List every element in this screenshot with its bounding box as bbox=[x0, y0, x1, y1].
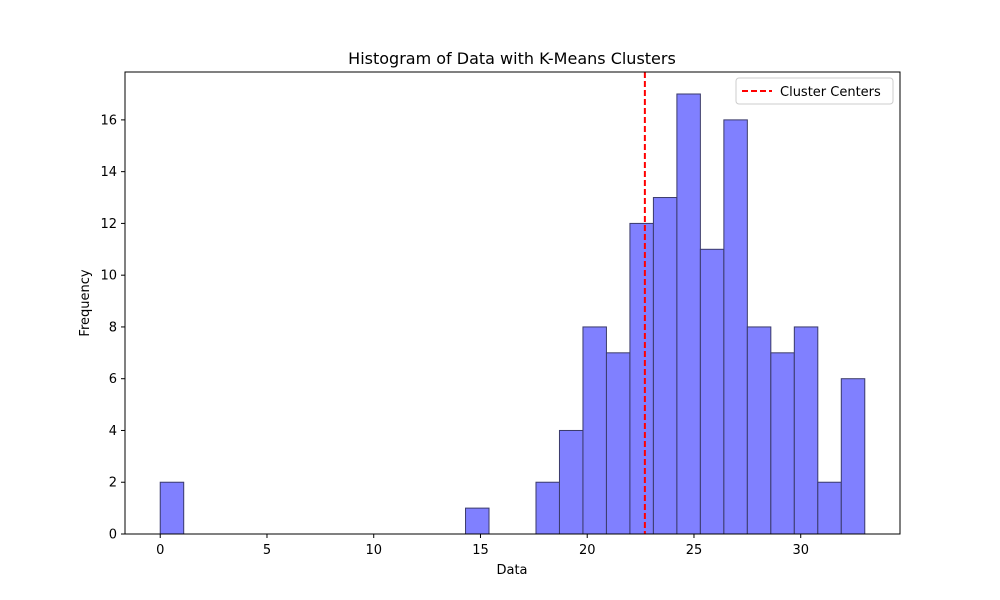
histogram-bar bbox=[817, 481, 842, 535]
histogram-bar bbox=[746, 326, 772, 535]
histogram-bar bbox=[535, 481, 560, 535]
histogram-bar bbox=[770, 352, 795, 535]
y-tick-label: 6 bbox=[109, 372, 117, 387]
histogram-bar bbox=[699, 248, 725, 535]
x-axis-title: Data bbox=[496, 563, 527, 578]
legend-box bbox=[735, 77, 894, 105]
x-tick-label: 5 bbox=[263, 543, 271, 558]
histogram-bar bbox=[652, 197, 678, 535]
histogram-bar bbox=[582, 326, 607, 535]
legend: Cluster Centers bbox=[735, 77, 894, 105]
histogram-bar bbox=[605, 352, 631, 535]
y-tick-label: 14 bbox=[100, 165, 117, 180]
y-tick-label: 16 bbox=[100, 113, 117, 128]
histogram-bar bbox=[159, 481, 185, 535]
x-tick-label: 15 bbox=[472, 543, 489, 558]
chart-title: Histogram of Data with K-Means Clusters bbox=[348, 49, 676, 68]
histogram-bar bbox=[723, 119, 748, 535]
y-tick-label: 8 bbox=[109, 320, 117, 335]
y-tick-label: 0 bbox=[109, 528, 117, 543]
y-tick-label: 12 bbox=[100, 217, 117, 232]
bars-group bbox=[159, 93, 866, 535]
histogram-bar bbox=[676, 93, 701, 535]
x-axis-ticks: 0 5 10 15 20 25 30 bbox=[156, 534, 809, 558]
y-axis-ticks: 0 2 4 6 8 10 12 14 16 bbox=[100, 113, 125, 543]
y-tick-label: 2 bbox=[109, 476, 117, 491]
plot-frame bbox=[124, 71, 901, 535]
histogram-bar bbox=[558, 429, 584, 535]
legend-label: Cluster Centers bbox=[780, 85, 881, 100]
y-tick-label: 4 bbox=[109, 424, 117, 439]
x-tick-label: 25 bbox=[686, 543, 703, 558]
x-tick-label: 30 bbox=[792, 543, 809, 558]
histogram-bar bbox=[465, 507, 490, 535]
x-tick-label: 20 bbox=[579, 543, 596, 558]
histogram-bar bbox=[840, 378, 866, 535]
x-tick-label: 10 bbox=[365, 543, 382, 558]
x-tick-label: 0 bbox=[156, 543, 164, 558]
histogram-bar bbox=[629, 222, 654, 535]
histogram-bar bbox=[793, 326, 819, 535]
y-axis-title: Frequency bbox=[78, 269, 93, 336]
y-tick-label: 10 bbox=[100, 269, 117, 284]
